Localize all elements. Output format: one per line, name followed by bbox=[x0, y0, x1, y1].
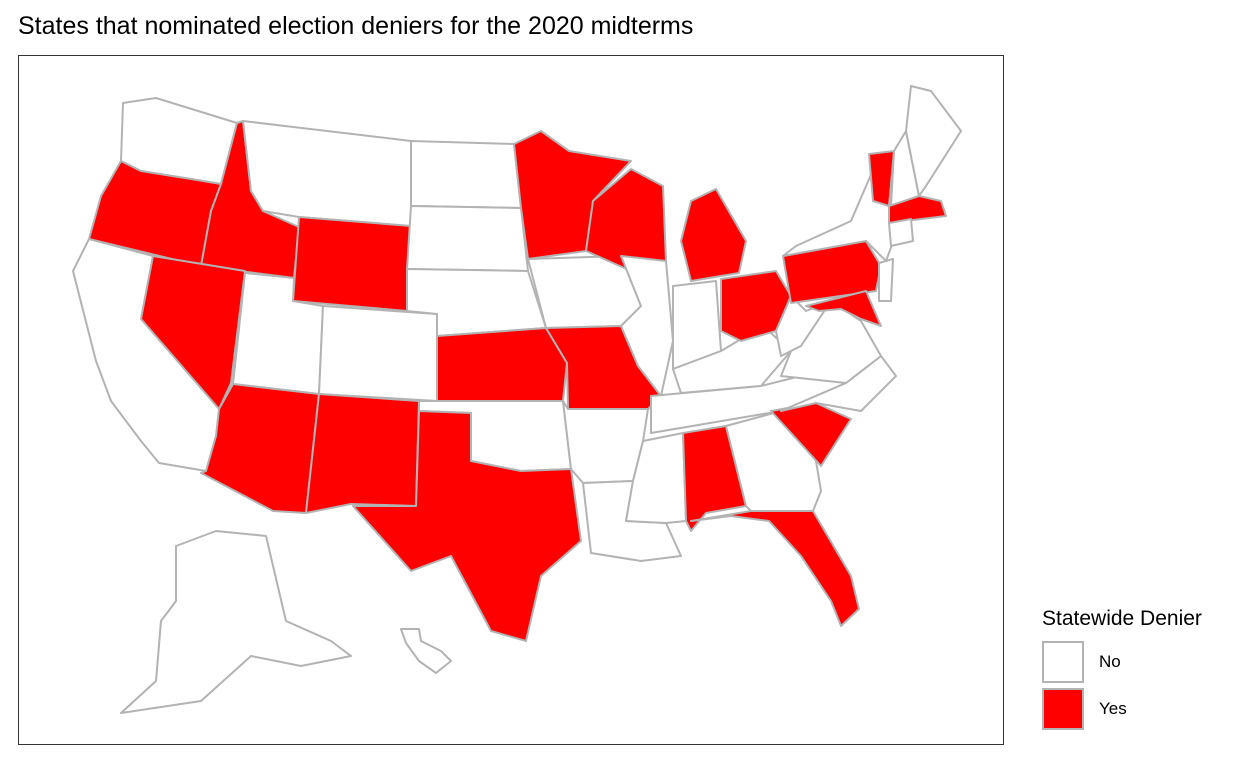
state-mi bbox=[680, 188, 747, 282]
legend-swatch-yes bbox=[1042, 688, 1084, 730]
state-vt bbox=[868, 150, 895, 207]
state-hi bbox=[400, 628, 452, 674]
chart-title: States that nominated election deniers f… bbox=[18, 12, 694, 40]
state-nv bbox=[140, 255, 246, 410]
state-wy bbox=[292, 216, 412, 312]
state-nd bbox=[410, 140, 522, 209]
legend-item-no: No bbox=[1042, 641, 1202, 685]
state-ak bbox=[120, 530, 352, 714]
legend-label-yes: Yes bbox=[1099, 699, 1127, 718]
state-nj bbox=[878, 258, 894, 302]
state-ct bbox=[888, 218, 914, 247]
us-map bbox=[72, 85, 962, 714]
state-il bbox=[620, 255, 674, 397]
state-nm bbox=[305, 393, 420, 514]
state-fl bbox=[690, 510, 860, 627]
state-mt bbox=[242, 120, 412, 227]
state-md bbox=[805, 290, 882, 327]
state-sd bbox=[406, 205, 529, 272]
state-co bbox=[318, 305, 438, 402]
state-ks bbox=[436, 327, 568, 402]
state-ma bbox=[888, 195, 947, 224]
legend: Statewide Denier No Yes bbox=[1042, 607, 1202, 730]
legend-swatch-no bbox=[1042, 641, 1084, 683]
legend-item-yes: Yes bbox=[1042, 688, 1202, 732]
state-tx bbox=[352, 410, 582, 642]
legend-title: Statewide Denier bbox=[1042, 607, 1202, 630]
state-va bbox=[780, 300, 882, 384]
legend-label-no: No bbox=[1099, 652, 1121, 671]
map-panel bbox=[18, 55, 1004, 745]
